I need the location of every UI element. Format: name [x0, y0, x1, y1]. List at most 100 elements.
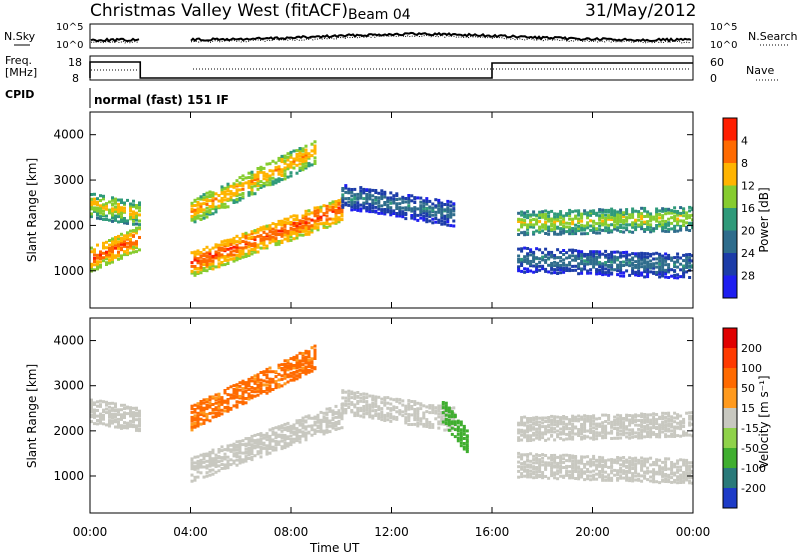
echo-cell: [517, 436, 521, 440]
echo-cell: [271, 430, 275, 434]
echo-cell: [244, 444, 248, 448]
echo-cell: [193, 403, 197, 407]
echo-cell: [316, 211, 320, 215]
echo-cell: [631, 225, 635, 229]
echo-cell: [138, 209, 141, 213]
echo-cell: [685, 471, 689, 475]
echo-cell: [517, 475, 521, 479]
echo-cell: [571, 462, 575, 466]
echo-cell: [241, 390, 245, 394]
echo-cell: [371, 201, 375, 205]
echo-cell: [286, 175, 290, 179]
echo-cell: [262, 243, 266, 247]
x-tick-label: 16:00: [475, 525, 510, 539]
echo-cell: [217, 251, 221, 255]
echo-cell: [601, 273, 605, 277]
echo-cell: [619, 423, 623, 427]
echo-cell: [298, 154, 302, 158]
echo-cell: [208, 419, 212, 423]
echo-cell: [386, 205, 390, 209]
echo-cell: [595, 472, 599, 476]
echo-cell: [280, 239, 284, 243]
echo-cell: [286, 152, 290, 156]
echo-cell: [232, 384, 236, 388]
echo-cell: [123, 221, 126, 225]
echo-cell: [226, 444, 230, 448]
echo-cell: [362, 201, 366, 205]
echo-cell: [571, 250, 575, 254]
echo-cell: [256, 230, 260, 234]
echo-cell: [277, 425, 281, 429]
echo-cell: [413, 214, 417, 218]
echo-cell: [559, 436, 563, 440]
echo-cell: [135, 211, 138, 215]
colorbar-tick-label: 50: [741, 382, 755, 395]
echo-cell: [655, 270, 659, 274]
echo-cell: [580, 214, 584, 218]
echo-cell: [190, 201, 194, 205]
echo-cell: [325, 214, 329, 218]
echo-cell: [529, 220, 533, 224]
echo-cell: [562, 266, 566, 270]
echo-cell: [316, 413, 320, 417]
echo-cell: [664, 435, 668, 439]
echo-cell: [371, 402, 375, 405]
echo-cell: [565, 266, 569, 270]
echo-cell: [241, 387, 245, 391]
echo-cell: [682, 272, 686, 276]
echo-cell: [347, 392, 351, 396]
echo-cell: [631, 421, 635, 425]
echo-cell: [619, 432, 623, 436]
echo-cell: [598, 268, 602, 272]
echo-cell: [135, 206, 138, 210]
echo-cell: [262, 236, 266, 239]
echo-cell: [526, 216, 530, 220]
echo-cell: [374, 191, 378, 194]
echo-cell: [129, 246, 132, 250]
echo-cell: [271, 176, 275, 180]
echo-cell: [622, 417, 626, 420]
echo-cell: [547, 418, 551, 421]
echo-cell: [544, 259, 548, 262]
echo-cell: [268, 176, 272, 180]
echo-cell: [523, 468, 527, 472]
echo-cell: [532, 225, 536, 229]
echo-cell: [517, 423, 521, 427]
echo-cell: [238, 240, 242, 244]
echo-cell: [610, 267, 614, 271]
echo-cell: [298, 148, 302, 152]
echo-cell: [688, 414, 692, 418]
echo-cell: [422, 201, 426, 205]
echo-cell: [580, 267, 584, 271]
echo-cell: [434, 409, 438, 413]
echo-cell: [634, 415, 638, 419]
echo-cell: [446, 223, 450, 227]
echo-cell: [211, 472, 215, 476]
echo-cell: [371, 416, 375, 420]
echo-cell: [120, 408, 123, 412]
echo-cell: [565, 469, 569, 473]
echo-cell: [238, 450, 242, 454]
echo-cell: [256, 373, 260, 377]
echo-cell: [259, 384, 263, 387]
echo-cell: [688, 461, 692, 465]
echo-cell: [341, 198, 345, 202]
echo-cell: [691, 461, 693, 465]
echo-cell: [616, 263, 620, 267]
echo-cell: [350, 401, 354, 405]
echo-cell: [619, 266, 623, 270]
echo-cell: [601, 466, 605, 470]
echo-cell: [437, 207, 441, 211]
echo-cell: [667, 217, 671, 221]
echo-cell: [544, 463, 548, 467]
echo-cell: [682, 461, 686, 465]
echo-cell: [250, 180, 254, 183]
colorbar-segment: [723, 488, 737, 508]
echo-cell: [640, 256, 644, 260]
echo-cell: [208, 462, 212, 466]
echo-cell: [368, 205, 372, 209]
echo-cell: [574, 223, 578, 227]
echo-cell: [544, 232, 548, 235]
echo-cell: [301, 356, 305, 360]
echo-cell: [123, 421, 126, 425]
